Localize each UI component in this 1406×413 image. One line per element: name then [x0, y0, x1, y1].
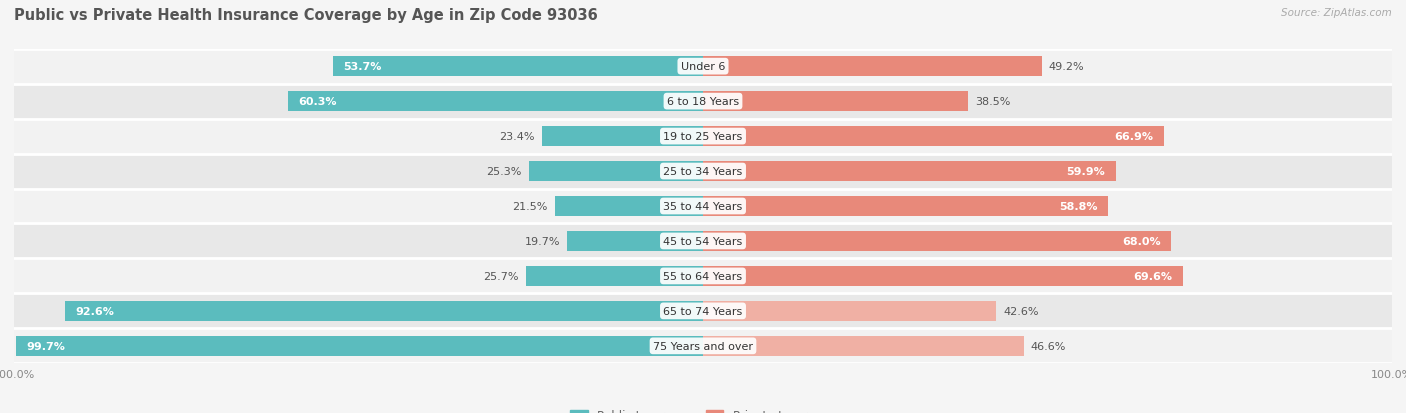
Bar — [14, 84, 1392, 119]
Bar — [555, 197, 703, 216]
Text: 23.4%: 23.4% — [499, 132, 534, 142]
Bar — [14, 329, 1392, 363]
Bar — [65, 301, 703, 321]
Bar — [567, 231, 703, 252]
Text: 65 to 74 Years: 65 to 74 Years — [664, 306, 742, 316]
Text: 25 to 34 Years: 25 to 34 Years — [664, 166, 742, 177]
Text: 38.5%: 38.5% — [976, 97, 1011, 107]
Legend: Public Insurance, Private Insurance: Public Insurance, Private Insurance — [565, 404, 841, 413]
Text: 19 to 25 Years: 19 to 25 Years — [664, 132, 742, 142]
Bar — [703, 336, 1024, 356]
Text: 69.6%: 69.6% — [1133, 271, 1173, 281]
Bar — [14, 189, 1392, 224]
Bar — [526, 266, 703, 286]
Text: 45 to 54 Years: 45 to 54 Years — [664, 236, 742, 247]
Bar — [15, 336, 703, 356]
Text: 92.6%: 92.6% — [76, 306, 114, 316]
Text: 42.6%: 42.6% — [1004, 306, 1039, 316]
Bar — [703, 57, 1042, 77]
Bar — [703, 301, 997, 321]
Text: 55 to 64 Years: 55 to 64 Years — [664, 271, 742, 281]
Text: 46.6%: 46.6% — [1031, 341, 1066, 351]
Text: 66.9%: 66.9% — [1115, 132, 1153, 142]
Text: 25.7%: 25.7% — [484, 271, 519, 281]
Bar — [14, 294, 1392, 329]
Text: Under 6: Under 6 — [681, 62, 725, 72]
Text: 6 to 18 Years: 6 to 18 Years — [666, 97, 740, 107]
Bar — [703, 127, 1164, 147]
Text: 19.7%: 19.7% — [524, 236, 561, 247]
Text: 21.5%: 21.5% — [513, 202, 548, 211]
Text: 68.0%: 68.0% — [1122, 236, 1161, 247]
Text: 53.7%: 53.7% — [343, 62, 382, 72]
Text: 60.3%: 60.3% — [298, 97, 336, 107]
Bar — [541, 127, 703, 147]
Text: 35 to 44 Years: 35 to 44 Years — [664, 202, 742, 211]
Bar — [703, 161, 1116, 182]
Text: 25.3%: 25.3% — [486, 166, 522, 177]
Bar — [333, 57, 703, 77]
Text: 99.7%: 99.7% — [27, 341, 65, 351]
Bar — [529, 161, 703, 182]
Bar — [703, 197, 1108, 216]
Bar — [14, 259, 1392, 294]
Bar — [14, 119, 1392, 154]
Text: 49.2%: 49.2% — [1049, 62, 1084, 72]
Bar — [14, 154, 1392, 189]
Text: 59.9%: 59.9% — [1067, 166, 1105, 177]
Bar — [703, 266, 1182, 286]
Bar — [288, 92, 703, 112]
Bar — [14, 224, 1392, 259]
Bar — [14, 50, 1392, 84]
Text: 75 Years and over: 75 Years and over — [652, 341, 754, 351]
Bar — [703, 92, 969, 112]
Bar — [703, 231, 1171, 252]
Text: Source: ZipAtlas.com: Source: ZipAtlas.com — [1281, 8, 1392, 18]
Text: 58.8%: 58.8% — [1059, 202, 1098, 211]
Text: Public vs Private Health Insurance Coverage by Age in Zip Code 93036: Public vs Private Health Insurance Cover… — [14, 8, 598, 23]
